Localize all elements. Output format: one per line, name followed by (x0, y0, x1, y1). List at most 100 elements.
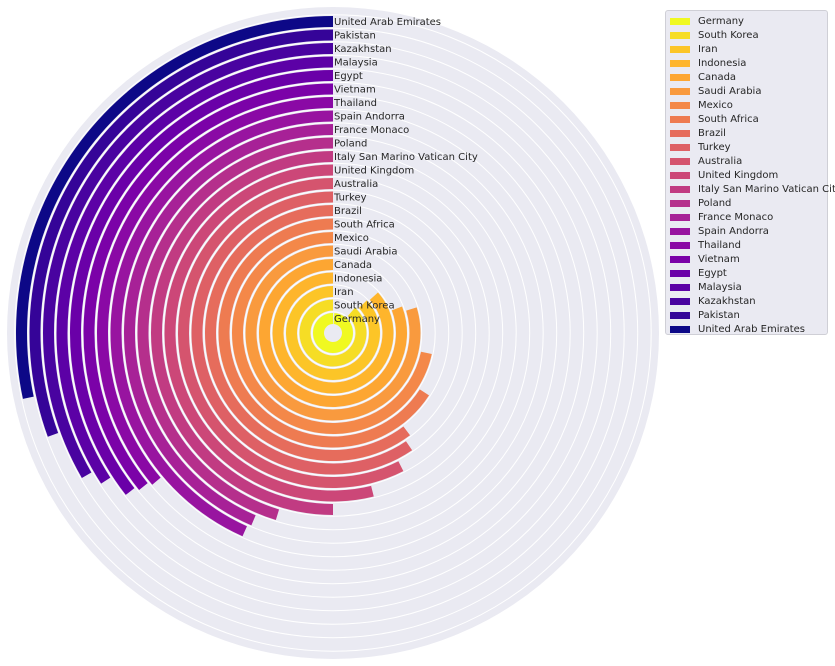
grid-circle (135, 135, 531, 531)
legend-swatch (670, 283, 690, 291)
grid-circle (14, 14, 652, 652)
legend-label: Iran (698, 43, 718, 55)
legend-swatch (670, 241, 690, 249)
bar-germany (313, 313, 354, 353)
legend-label: Poland (698, 197, 732, 209)
legend-swatch (670, 115, 690, 123)
legend-swatch (670, 269, 690, 277)
legend-label: Turkey (698, 141, 731, 153)
grid-circle (216, 216, 450, 450)
bar-label: South Korea (334, 301, 395, 312)
grid-circle (149, 149, 517, 517)
bar-label: Turkey (333, 193, 367, 204)
bar-label: Indonesia (334, 274, 382, 285)
legend-swatch (670, 171, 690, 179)
legend-swatch (670, 227, 690, 235)
grid-circle (230, 230, 436, 436)
legend-item: Germany (670, 14, 827, 28)
legend-label: Australia (698, 155, 743, 167)
grid-circle (311, 311, 355, 355)
bar-label: Thailand (333, 98, 377, 109)
legend-item: Saudi Arabia (670, 84, 827, 98)
polar-grid (0, 0, 666, 666)
legend-swatch (670, 255, 690, 263)
legend-swatch (670, 17, 690, 25)
legend-item: Thailand (670, 238, 827, 252)
legend-swatch (670, 185, 690, 193)
legend-swatch (670, 31, 690, 39)
legend-label: South Africa (698, 113, 759, 125)
bar-label: Poland (334, 139, 367, 150)
legend-label: Spain Andorra (698, 225, 769, 237)
grid-circle (257, 257, 409, 409)
legend-item: Spain Andorra (670, 224, 827, 238)
grid-circle (270, 270, 396, 396)
grid-circle (41, 41, 625, 625)
legend-swatch (670, 213, 690, 221)
bar-label: Saudi Arabia (334, 247, 397, 258)
bar-label: Australia (334, 179, 378, 190)
bar-label: Malaysia (334, 58, 378, 69)
grid-circle (176, 176, 490, 490)
legend-swatch (670, 129, 690, 137)
legend-swatch (670, 199, 690, 207)
legend-swatch (670, 73, 690, 81)
bar-label: Iran (334, 287, 354, 298)
bar-kazakhstan (42, 43, 334, 478)
legend: Germany South Korea Iran Indonesia Canada Sau… (665, 10, 835, 336)
legend-label: United Arab Emirates (698, 323, 806, 335)
grid-circle (0, 0, 666, 666)
grid-circle (284, 284, 382, 382)
legend-swatch (670, 297, 690, 305)
legend-item: Turkey (670, 140, 827, 154)
legend-item: Brazil (670, 126, 827, 140)
legend-swatch (670, 45, 690, 53)
bar-label: United Arab Emirates (334, 17, 441, 28)
legend-label: Kazakhstan (698, 295, 756, 307)
bars (15, 16, 432, 537)
bar-label: Canada (334, 260, 372, 271)
bar-label: Germany (334, 314, 380, 325)
grid-circle (54, 54, 612, 612)
legend-label: Vietnam (698, 253, 740, 265)
grid-circle (95, 95, 571, 571)
bar-label: United Kingdom (334, 166, 414, 177)
legend-item: United Arab Emirates (670, 322, 827, 336)
grid-circle (27, 27, 639, 639)
bar-label: Vietnam (334, 85, 376, 96)
bar-malaysia (56, 56, 333, 484)
legend-label: Malaysia (698, 281, 742, 293)
legend-label: Mexico (698, 99, 733, 111)
bar-label: Italy San Marino Vatican City (334, 152, 478, 163)
legend-item: Pakistan (670, 308, 827, 322)
legend-label: Indonesia (698, 57, 747, 69)
legend-label: Canada (698, 71, 737, 83)
bar-label: Spain Andorra (334, 112, 405, 123)
legend-label: Germany (698, 15, 744, 27)
legend-item: Mexico (670, 98, 827, 112)
bar-south-korea (299, 299, 367, 367)
legend-item: South Africa (670, 112, 827, 126)
grid-circle (162, 162, 504, 504)
grid-circle (122, 122, 544, 544)
bar-label: Pakistan (334, 31, 376, 42)
legend-item: Indonesia (670, 56, 827, 70)
legend-item: Poland (670, 196, 827, 210)
legend-item: United Kingdom (670, 168, 827, 182)
legend-item: Australia (670, 154, 827, 168)
legend-label: Italy San Marino Vatican City (698, 183, 835, 195)
legend-item: Vietnam (670, 252, 827, 266)
legend-item: France Monaco (670, 210, 827, 224)
legend-label: Pakistan (698, 309, 740, 321)
grid-circle (243, 243, 423, 423)
bar-label: Mexico (334, 233, 369, 244)
legend-item: Canada (670, 70, 827, 84)
legend-swatch (670, 325, 690, 333)
grid-circle (189, 189, 477, 477)
bar-label: Egypt (334, 71, 363, 82)
legend-label: United Kingdom (698, 169, 779, 181)
legend-item: Egypt (670, 266, 827, 280)
bar-thailand (97, 97, 333, 485)
bar-label: South Africa (334, 220, 395, 231)
